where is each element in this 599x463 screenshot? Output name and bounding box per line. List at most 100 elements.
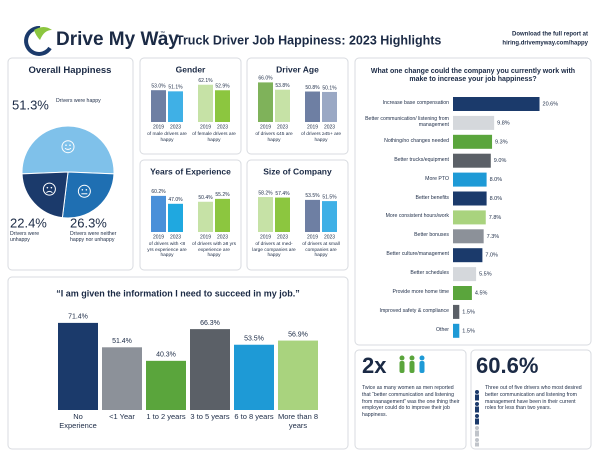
pie-category-label: Drivers were happy xyxy=(56,98,101,104)
panel xyxy=(139,159,242,271)
logo-icon xyxy=(24,25,52,56)
value-label: 50.1% xyxy=(322,85,337,91)
bar xyxy=(275,89,290,122)
group-caption: of drivers with ≥8 yrs experience are ha… xyxy=(192,242,236,259)
bar xyxy=(453,267,477,282)
bar xyxy=(453,229,484,244)
pie-category-label: Drivers were unhappy xyxy=(10,231,40,243)
panel-title: Gender xyxy=(176,64,206,74)
value-label: 20.6% xyxy=(543,101,559,107)
bar xyxy=(198,201,213,232)
panel-title: Years of Experience xyxy=(150,166,231,176)
pie-slice xyxy=(21,125,115,175)
pie-value-label: 26.3% xyxy=(70,215,107,230)
value-label: 50.4% xyxy=(198,195,213,201)
trademark: ™ xyxy=(160,30,165,36)
bar xyxy=(151,195,166,232)
value-label: 71.4% xyxy=(68,314,88,321)
x-tick-label: 2019 xyxy=(153,234,164,240)
face-icon xyxy=(42,182,56,196)
stat-figure: 60.6% xyxy=(476,353,538,378)
x-tick-label: 2019 xyxy=(153,124,164,130)
panel xyxy=(246,57,349,155)
value-label: 9.0% xyxy=(494,158,507,164)
face-eye xyxy=(85,188,88,191)
value-label: 62.1% xyxy=(198,78,213,84)
bar xyxy=(234,344,274,410)
bar xyxy=(453,172,487,187)
y-tick-label: Better culture/management xyxy=(386,251,449,258)
value-label: 9.8% xyxy=(497,120,510,126)
bar xyxy=(278,340,318,410)
bar xyxy=(322,201,337,232)
bar xyxy=(453,210,486,225)
y-tick-label: Better schedules xyxy=(410,270,449,277)
stat-text: Three out of five drivers who most desir… xyxy=(485,385,582,412)
group-caption: of drivers with <8 yrs experience are ha… xyxy=(147,242,187,259)
value-label: 66.3% xyxy=(200,320,220,327)
driver-icons xyxy=(475,390,479,447)
panel xyxy=(470,349,592,450)
face-eye xyxy=(81,188,84,191)
value-label: 58.2% xyxy=(258,190,273,196)
value-label: 51.4% xyxy=(112,338,132,345)
face-mouth xyxy=(46,190,53,194)
face-eye xyxy=(46,186,49,189)
face-eye xyxy=(50,186,53,189)
bar xyxy=(168,91,183,122)
face-icon xyxy=(77,184,91,198)
panel xyxy=(354,349,467,450)
x-tick-label: No Experience xyxy=(59,412,97,430)
y-tick-label: Better bonuses xyxy=(414,232,449,239)
x-tick-label: 3 to 5 years xyxy=(190,412,230,421)
face-icon xyxy=(61,140,75,154)
value-label: 66.0% xyxy=(258,76,273,82)
y-tick-label: Better communication/ listening from man… xyxy=(365,115,449,128)
download-text: Download the full report at xyxy=(512,32,588,38)
pie-title: Overall Happiness xyxy=(28,65,112,76)
value-label: 53.0% xyxy=(151,84,166,90)
bar xyxy=(453,191,487,206)
bar xyxy=(215,90,230,122)
value-label: 53.5% xyxy=(244,336,264,343)
value-label: 52.9% xyxy=(215,84,230,90)
y-tick-label: Provide more home time xyxy=(392,289,449,296)
value-label: 57.4% xyxy=(275,191,290,197)
bar xyxy=(151,90,166,122)
y-tick-label: Nothing/no changes needed xyxy=(384,137,449,144)
value-label: 4.5% xyxy=(475,290,488,296)
x-tick-label: 2023 xyxy=(324,124,335,130)
x-tick-label: More than 8 years xyxy=(277,412,319,430)
value-label: 9.3% xyxy=(495,139,508,145)
y-tick-label: More consistent hours/work xyxy=(385,213,449,220)
pie-value-label: 51.3% xyxy=(12,97,49,112)
value-label: 50.8% xyxy=(305,85,320,91)
value-label: 60.2% xyxy=(151,189,166,195)
x-tick-label: 2023 xyxy=(277,234,288,240)
value-label: 40.3% xyxy=(156,352,176,359)
logo-text: Drive My Way xyxy=(56,29,179,50)
x-tick-label: 2019 xyxy=(307,124,318,130)
bar xyxy=(275,197,290,232)
face-mouth xyxy=(64,147,72,150)
y-tick-label: Increase base compensation xyxy=(382,100,449,107)
value-label: 5.5% xyxy=(479,272,492,278)
bar xyxy=(453,304,460,319)
bar xyxy=(215,198,230,232)
panel xyxy=(246,159,349,271)
bar xyxy=(305,199,320,232)
bar xyxy=(453,248,483,263)
download-url: hiring.drivemyway.com/happy xyxy=(502,41,588,47)
value-label: 1.5% xyxy=(462,328,475,334)
x-tick-label: 2023 xyxy=(170,124,181,130)
logo-leaf xyxy=(34,27,52,40)
value-label: 53.5% xyxy=(305,193,320,199)
group-caption: of drivers at small companies are happy xyxy=(302,242,340,259)
value-label: 53.8% xyxy=(275,83,290,89)
y-tick-label: Better trucks/equipment xyxy=(394,156,449,163)
y-tick-label: More PTO xyxy=(425,175,449,182)
bar xyxy=(168,203,183,232)
y-tick-label: Better benefits xyxy=(415,194,449,201)
bar xyxy=(453,97,540,111)
